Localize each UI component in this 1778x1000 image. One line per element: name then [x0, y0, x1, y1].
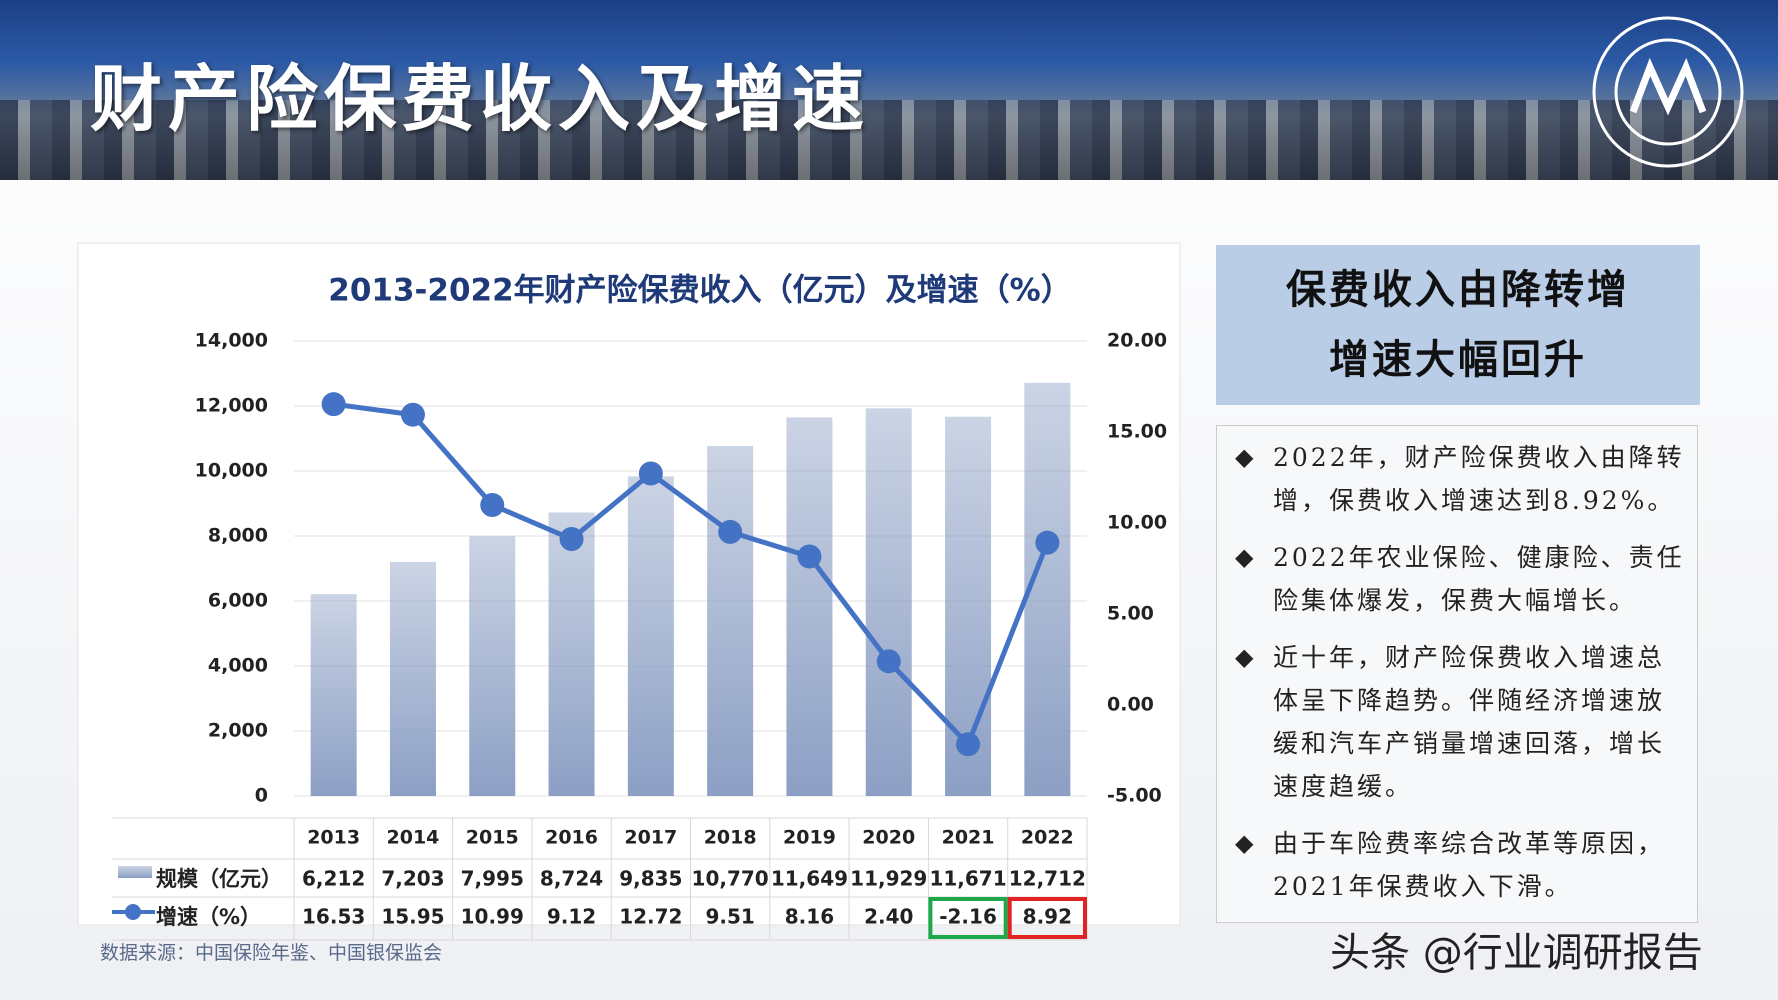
table-value: 12.72: [619, 905, 682, 929]
x-tick-label: 2020: [862, 827, 915, 849]
tick-label: 15.00: [1107, 421, 1167, 443]
tick-label: 4,000: [208, 655, 268, 677]
point: [638, 461, 663, 486]
table-value: 9.51: [705, 905, 754, 929]
bullet-icon: ◆: [1235, 829, 1257, 857]
tick-label: 20.00: [1107, 330, 1167, 352]
tick-label: 6,000: [208, 590, 268, 612]
tick-label: 12,000: [195, 395, 268, 417]
tick-label: 2,000: [208, 720, 268, 742]
panel-title-line: 增速大幅回升: [1329, 337, 1587, 383]
table-value: -2.16: [939, 905, 997, 929]
table-value: 2.40: [864, 905, 913, 929]
table-value: 10.99: [461, 905, 524, 929]
point: [400, 402, 425, 427]
point: [559, 527, 584, 552]
logo: [1592, 16, 1744, 168]
bullet-icon: ◆: [1235, 643, 1257, 671]
panel-title: 保费收入由降转增 增速大幅回升: [1216, 245, 1700, 405]
bullet-icon: ◆: [1235, 543, 1257, 571]
tick-label: 0.00: [1107, 694, 1154, 716]
point: [956, 732, 981, 757]
bullet-text: 2022年，财产险保费收入由降转增，保费收入增速达到8.92%。: [1273, 443, 1685, 515]
bar: [469, 536, 516, 796]
tick-label: -5.00: [1107, 785, 1162, 807]
table-value: 15.95: [381, 905, 444, 929]
bar: [707, 445, 754, 796]
highlight-box: [928, 897, 1008, 939]
table-value: 9.12: [547, 905, 596, 929]
tick-label: 14,000: [195, 330, 268, 352]
x-tick-label: 2014: [387, 827, 440, 849]
chart-title: 2013-2022年财产险保费收入（亿元）及增速（%）: [328, 273, 1071, 309]
bullet-text: 2022年农业保险、健康险、责任险集体爆发，保费大幅增长。: [1273, 543, 1685, 615]
legend-label: 增速（%）: [156, 905, 261, 929]
x-tick-label: 2019: [783, 827, 836, 849]
tick-label: 8,000: [208, 525, 268, 547]
table-value: 8.92: [1023, 905, 1072, 929]
banner: 财产险保费收入及增速: [0, 0, 1778, 180]
x-tick-label: 2018: [704, 827, 757, 849]
x-tick-label: 2022: [1021, 827, 1074, 849]
bar: [1024, 382, 1071, 796]
tick-label: 10.00: [1107, 512, 1167, 534]
bullet: ◆ 近十年，财产险保费收入增速总体呈下降趋势。伴随经济增速放缓和汽车产销量增速回落…: [1235, 636, 1689, 808]
table-value: 11,929: [850, 867, 927, 891]
x-tick-label: 2016: [545, 827, 598, 849]
panel-title-line: 保费收入由降转增: [1286, 267, 1630, 313]
bullet: ◆ 2022年农业保险、健康险、责任险集体爆发，保费大幅增长。: [1235, 536, 1689, 622]
bar: [389, 561, 436, 796]
tick-label: 10,000: [195, 460, 268, 482]
legend-marker: [125, 904, 141, 920]
table-value: 8,724: [540, 867, 603, 891]
table-value: 11,671: [929, 867, 1006, 891]
x-tick-label: 2021: [942, 827, 995, 849]
point: [480, 492, 505, 517]
table-value: 12,712: [1009, 867, 1086, 891]
x-tick-label: 2013: [307, 827, 360, 849]
table-value: 10,770: [692, 867, 769, 891]
line: [333, 401, 1050, 749]
bullet: ◆ 由于车险费率综合改革等原因，2021年保费收入下滑。: [1235, 822, 1689, 908]
table-value: 9,835: [619, 867, 682, 891]
panel-body: ◆ 2022年，财产险保费收入由降转增，保费收入增速达到8.92%。 ◆ 2022年农…: [1216, 425, 1698, 923]
city-backdrop: [0, 100, 1778, 180]
bar: [548, 512, 595, 796]
table-value: 16.53: [302, 905, 365, 929]
legend-swatch: [118, 866, 152, 878]
x-tick-label: 2015: [466, 827, 519, 849]
bullet-text: 近十年，财产险保费收入增速总体呈下降趋势。伴随经济增速放缓和汽车产销量增速回落，…: [1273, 643, 1666, 801]
table-value: 8.16: [785, 905, 834, 929]
point: [876, 649, 901, 674]
highlight-box: [1007, 897, 1088, 939]
point: [797, 544, 822, 569]
legend-label: 规模（亿元）: [156, 867, 282, 891]
point: [1035, 530, 1060, 555]
x-tick-label: 2017: [624, 827, 677, 849]
bullet-text: 由于车险费率综合改革等原因，2021年保费收入下滑。: [1273, 829, 1666, 901]
watermark: 头条 @行业调研报告: [1330, 930, 1703, 976]
tick-label: 0: [255, 785, 268, 807]
point: [718, 519, 743, 544]
tick-label: 5.00: [1107, 603, 1154, 625]
page-title: 财产险保费收入及增速: [90, 57, 871, 141]
source: 数据来源：中国保险年鉴、中国银保监会: [100, 942, 443, 964]
table-value: 6,212: [302, 867, 365, 891]
bullet: ◆ 2022年，财产险保费收入由降转增，保费收入增速达到8.92%。: [1235, 436, 1689, 522]
table-value: 7,203: [381, 867, 444, 891]
chart: 2013-2022年财产险保费收入（亿元）及增速（%） 0 2,000 4,000 6…: [77, 242, 1181, 941]
bar: [627, 476, 674, 796]
table-value: 7,995: [461, 867, 524, 891]
bar: [310, 594, 357, 796]
bullet-icon: ◆: [1235, 443, 1257, 471]
bar: [786, 417, 833, 796]
point: [321, 392, 346, 417]
table-value: 11,649: [771, 867, 848, 891]
bar: [865, 408, 912, 796]
